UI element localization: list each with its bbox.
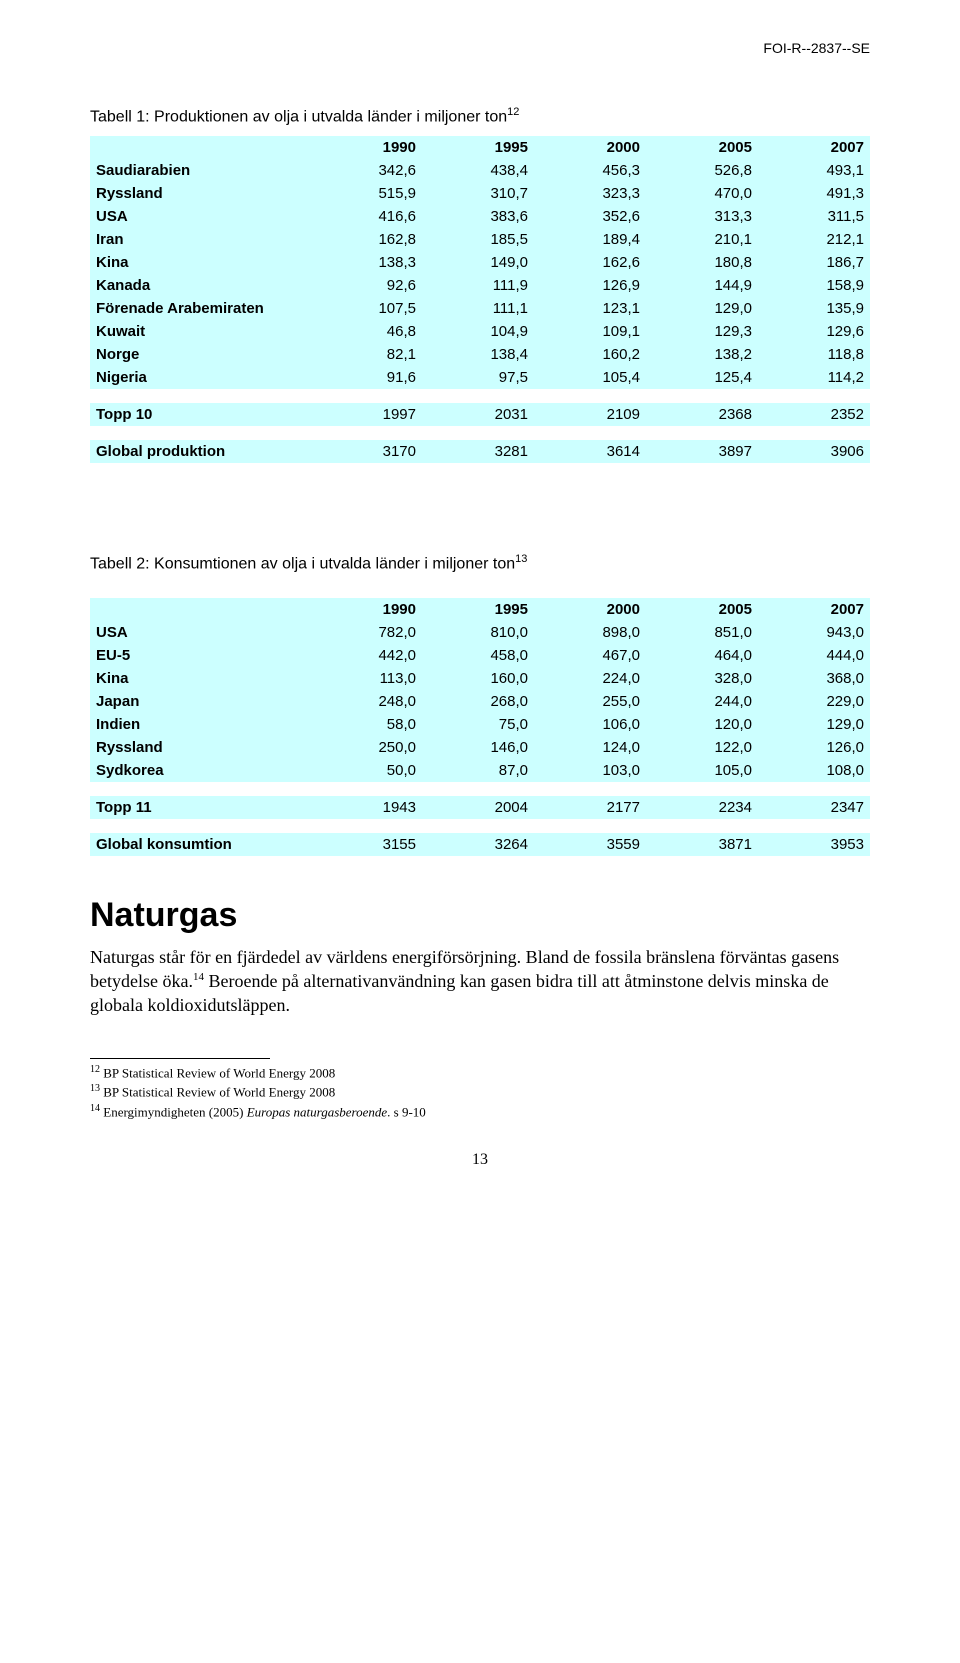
document-header: FOI-R--2837--SE: [90, 40, 870, 56]
table-row: Nigeria91,697,5105,4125,4114,2: [90, 366, 870, 389]
table-row: Ryssland250,0146,0124,0122,0126,0: [90, 736, 870, 759]
table2-col-4: 2007: [758, 598, 870, 621]
table1-title-text: Tabell 1: Produktionen av olja i utvalda…: [90, 108, 507, 125]
spacer-row: [90, 389, 870, 403]
page-number: 13: [90, 1151, 870, 1169]
table2-col-0: 1990: [310, 598, 422, 621]
table2-col-3: 2005: [646, 598, 758, 621]
page-container: FOI-R--2837--SE Tabell 1: Produktionen a…: [0, 0, 960, 1209]
table-row: Sydkorea50,087,0103,0105,0108,0: [90, 759, 870, 782]
table-row: USA782,0810,0898,0851,0943,0: [90, 621, 870, 644]
table1-header-row: 1990 1995 2000 2005 2007: [90, 136, 870, 159]
table1-col-2: 2000: [534, 136, 646, 159]
footnote-13: 13 BP Statistical Review of World Energy…: [90, 1082, 870, 1102]
footnote-ref-14: 14: [193, 971, 204, 983]
table-row: USA416,6383,6352,6313,3311,5: [90, 205, 870, 228]
footnote-separator: [90, 1058, 270, 1059]
table-row: Norge82,1138,4160,2138,2118,8: [90, 343, 870, 366]
table-row: Iran162,8185,5189,4210,1212,1: [90, 228, 870, 251]
table-row: Kuwait46,8104,9109,1129,3129,6: [90, 320, 870, 343]
spacer-row: [90, 819, 870, 833]
table2-title-text: Tabell 2: Konsumtionen av olja i utvalda…: [90, 556, 515, 573]
table-row: Kanada92,6111,9126,9144,9158,9: [90, 274, 870, 297]
table-row: Indien58,075,0106,0120,0129,0: [90, 713, 870, 736]
table1-summary1: Topp 1019972031210923682352: [90, 403, 870, 426]
table2-header-row: 1990 1995 2000 2005 2007: [90, 598, 870, 621]
table2-summary2: Global konsumtion31553264355938713953: [90, 833, 870, 856]
table-row: Kina113,0160,0224,0328,0368,0: [90, 667, 870, 690]
table1-col-1: 1995: [422, 136, 534, 159]
table-row: EU-5442,0458,0467,0464,0444,0: [90, 644, 870, 667]
table2-col-1: 1995: [422, 598, 534, 621]
table1-col-4: 2007: [758, 136, 870, 159]
table2: 1990 1995 2000 2005 2007 USA782,0810,089…: [90, 584, 870, 856]
table-row: Japan248,0268,0255,0244,0229,0: [90, 690, 870, 713]
footnote-14: 14 Energimyndigheten (2005) Europas natu…: [90, 1102, 870, 1122]
footnote-12: 12 BP Statistical Review of World Energy…: [90, 1063, 870, 1083]
table2-title: Tabell 2: Konsumtionen av olja i utvalda…: [90, 553, 870, 573]
table2-col-2: 2000: [534, 598, 646, 621]
body-paragraph: Naturgas står för en fjärdedel av världe…: [90, 945, 870, 1018]
table-row: Förenade Arabemiraten107,5111,1123,1129,…: [90, 297, 870, 320]
table2-summary1: Topp 1119432004217722342347: [90, 796, 870, 819]
spacer-row: [90, 426, 870, 440]
table1: 1990 1995 2000 2005 2007 Saudiarabien342…: [90, 136, 870, 463]
spacer-row: [90, 584, 870, 598]
section-heading: Naturgas: [90, 896, 870, 935]
table-row: Kina138,3149,0162,6180,8186,7: [90, 251, 870, 274]
table1-title-sup: 12: [507, 106, 519, 118]
table2-title-sup: 13: [515, 553, 527, 565]
table1-title: Tabell 1: Produktionen av olja i utvalda…: [90, 106, 870, 126]
table-row: Saudiarabien342,6438,4456,3526,8493,1: [90, 159, 870, 182]
table1-summary2: Global produktion31703281361438973906: [90, 440, 870, 463]
table1-col-3: 2005: [646, 136, 758, 159]
table1-col-0: 1990: [310, 136, 422, 159]
spacer-row: [90, 782, 870, 796]
table-row: Ryssland515,9310,7323,3470,0491,3: [90, 182, 870, 205]
